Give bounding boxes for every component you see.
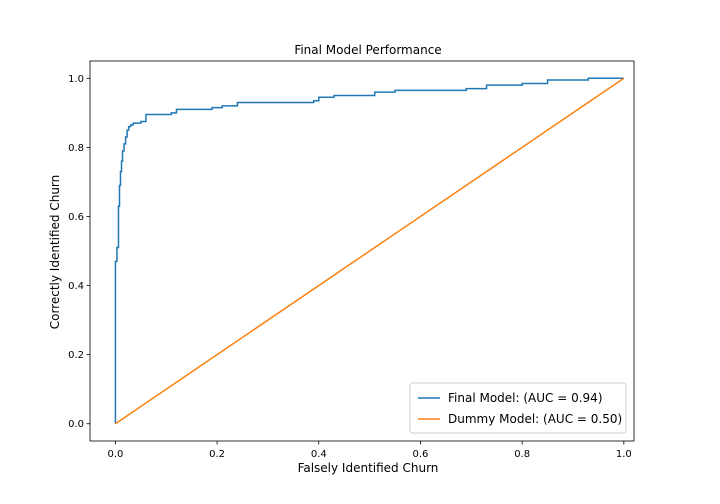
legend-label-final-model: Final Model: (AUC = 0.94) <box>448 391 603 405</box>
series-line-final-model <box>114 77 624 424</box>
y-tick-label: 1.0 <box>68 74 84 85</box>
chart-title: Final Model Performance <box>294 43 441 57</box>
y-axis-label: Correctly Identified Churn <box>48 175 62 330</box>
axes-frame <box>89 60 635 442</box>
x-tick-label: 0.0 <box>107 449 123 460</box>
x-tick-label: 0.8 <box>514 449 530 460</box>
legend-label-dummy-model: Dummy Model: (AUC = 0.50) <box>448 412 622 426</box>
x-tick-label: 1.0 <box>616 449 632 460</box>
legend-box <box>409 382 627 434</box>
x-tick-label: 0.6 <box>413 449 429 460</box>
y-tick-label: 0.6 <box>68 212 84 223</box>
x-tick-label: 0.2 <box>209 449 225 460</box>
y-tick-label: 0.0 <box>68 419 84 430</box>
x-tick-label: 0.4 <box>311 449 327 460</box>
series-line-dummy-model <box>114 77 625 425</box>
y-tick-label: 0.4 <box>68 281 84 292</box>
y-tick-label: 0.2 <box>68 350 84 361</box>
plot-area: 0.0 0.2 0.4 0.6 0.8 1.0 0.0 0.2 0.4 0.6 0.8 1.0 <box>68 60 635 460</box>
y-tick-label: 0.8 <box>68 143 84 154</box>
legend: Final Model: (AUC = 0.94) Dummy Model: (A… <box>409 382 627 434</box>
x-axis-label: Falsely Identified Churn <box>298 461 439 475</box>
